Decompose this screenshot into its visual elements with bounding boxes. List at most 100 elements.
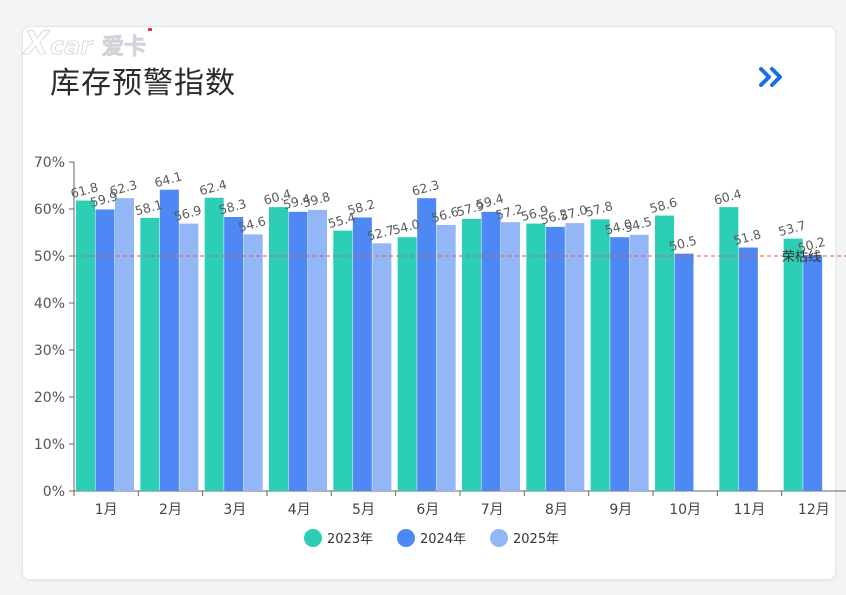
- data-label: 56.2: [539, 206, 570, 228]
- y-tick-label: 10%: [34, 437, 65, 453]
- x-tick-label: 5月: [352, 502, 375, 518]
- y-tick-label: 40%: [34, 296, 65, 312]
- data-label: 50.2: [796, 234, 827, 256]
- bar-2024年-2月: [159, 189, 179, 492]
- bar-2023年-10月: [655, 215, 674, 491]
- x-tick-label: 1月: [95, 502, 118, 518]
- data-label: 58.6: [648, 194, 679, 216]
- bar-2025年-7月: [501, 222, 520, 491]
- x-tick-label: 9月: [609, 502, 632, 518]
- watermark-logo: X car 爱卡: [22, 24, 152, 62]
- bar-2023年-11月: [719, 207, 739, 491]
- bar-2024年-1月: [95, 209, 115, 491]
- y-tick-label: 20%: [34, 390, 65, 406]
- bar-2025年-4月: [308, 209, 327, 491]
- bar-2023年-1月: [76, 200, 95, 492]
- y-tick-label: 60%: [34, 202, 65, 218]
- data-label: 54.5: [623, 214, 654, 236]
- data-label: 54.0: [603, 216, 634, 238]
- bar-2024年-6月: [417, 198, 437, 491]
- bar-2025年-9月: [629, 234, 649, 491]
- bar-2024年-5月: [352, 217, 372, 491]
- bar-2025年-6月: [436, 224, 456, 492]
- x-tick-label: 4月: [288, 502, 311, 518]
- bar-2025年-3月: [243, 234, 263, 491]
- bar-2025年-1月: [115, 198, 134, 491]
- bar-2023年-12月: [783, 238, 803, 491]
- bar-2024年-10月: [674, 253, 694, 491]
- page-title: 库存预警指数: [50, 66, 236, 101]
- bar-2024年-3月: [224, 216, 244, 492]
- data-label: 58.1: [133, 197, 164, 219]
- svg-text:爱卡: 爱卡: [102, 35, 146, 60]
- data-label: 50.5: [667, 232, 698, 254]
- data-label: 59.8: [301, 189, 332, 211]
- bar-2023年-4月: [269, 207, 288, 491]
- svg-text:car: car: [50, 32, 94, 60]
- data-label: 59.4: [281, 191, 312, 213]
- data-label: 62.3: [410, 177, 441, 199]
- data-label: 61.8: [69, 179, 100, 201]
- data-label: 56.9: [519, 202, 550, 224]
- x-tick-label: 2月: [159, 502, 182, 518]
- double-chevron-right-icon[interactable]: [757, 62, 789, 92]
- x-tick-label: 10月: [669, 502, 701, 518]
- data-label: 57.8: [584, 198, 615, 220]
- data-label: 56.6: [430, 204, 461, 226]
- y-tick-label: 70%: [34, 155, 65, 171]
- bar-2024年-12月: [803, 255, 823, 491]
- data-label: 57.2: [494, 201, 525, 223]
- data-label: 58.3: [217, 196, 248, 218]
- bar-2024年-7月: [481, 211, 501, 491]
- x-tick-label: 11月: [734, 502, 766, 518]
- bar-2024年-9月: [610, 237, 630, 491]
- data-label: 57.9: [455, 198, 486, 220]
- data-label: 53.7: [777, 217, 808, 239]
- y-tick-label: 30%: [34, 343, 65, 359]
- x-tick-label: 7月: [481, 502, 504, 518]
- data-label: 51.8: [732, 226, 763, 248]
- svg-text:X: X: [22, 24, 50, 62]
- legend-swatch: [397, 529, 415, 547]
- bar-2023年-5月: [333, 230, 353, 491]
- x-tick-label: 6月: [416, 502, 439, 518]
- legend-swatch: [490, 529, 508, 547]
- data-label: 54.6: [237, 213, 268, 235]
- bar-2024年-4月: [288, 211, 308, 491]
- data-label: 59.9: [88, 188, 119, 210]
- bar-2025年-5月: [372, 243, 392, 491]
- bar-2024年-8月: [545, 226, 565, 492]
- data-label: 64.1: [153, 169, 184, 191]
- bar-2025年-8月: [565, 223, 585, 491]
- data-label: 59.4: [474, 191, 505, 213]
- legend-label: 2023年: [327, 532, 373, 547]
- bar-2023年-9月: [590, 219, 610, 491]
- data-label: 55.4: [326, 209, 357, 231]
- bar-2023年-3月: [204, 197, 224, 491]
- legend-label: 2024年: [420, 532, 466, 547]
- bar-2024年-11月: [738, 247, 758, 491]
- data-label: 58.2: [346, 196, 377, 218]
- bar-2023年-6月: [397, 237, 417, 491]
- x-tick-label: 8月: [545, 502, 568, 518]
- bar-2025年-2月: [179, 223, 199, 491]
- y-tick-label: 0%: [43, 484, 65, 500]
- bar-2023年-7月: [462, 218, 481, 491]
- bar-2023年-2月: [140, 217, 160, 491]
- legend-label: 2025年: [513, 532, 559, 547]
- bar-2023年-8月: [526, 223, 546, 491]
- data-label: 54.0: [391, 216, 422, 238]
- legend-swatch: [304, 529, 322, 547]
- data-label: 57.0: [558, 202, 589, 224]
- x-tick-label: 3月: [223, 502, 246, 518]
- data-label: 60.4: [712, 186, 743, 208]
- data-label: 62.3: [108, 177, 139, 199]
- x-tick-label: 12月: [798, 502, 830, 518]
- data-label: 56.9: [172, 202, 203, 224]
- threshold-label: 荣枯线: [782, 250, 821, 265]
- y-tick-label: 50%: [34, 249, 65, 265]
- data-label: 60.4: [262, 186, 293, 208]
- data-label: 62.4: [198, 177, 229, 199]
- data-label: 52.7: [365, 222, 396, 244]
